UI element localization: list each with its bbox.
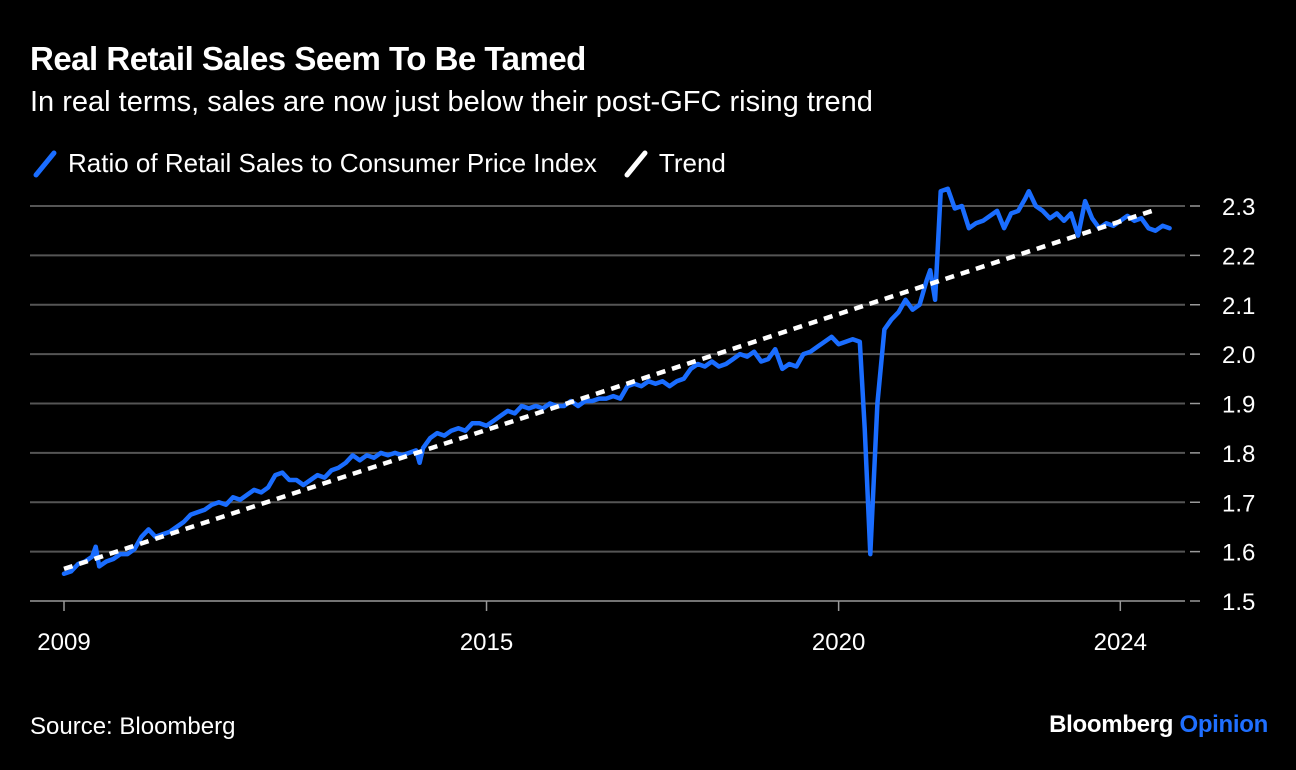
legend-item-ratio: Ratio of Retail Sales to Consumer Price … bbox=[32, 148, 597, 179]
x-tick-label-2009: 2009 bbox=[37, 629, 90, 656]
series-group bbox=[61, 186, 1172, 577]
y-tick-label-2.2: 2.2 bbox=[1222, 243, 1255, 270]
x-tick-label-2024: 2024 bbox=[1094, 629, 1147, 656]
y-tick-label-1.6: 1.6 bbox=[1222, 540, 1255, 567]
brand-name: Bloomberg bbox=[1049, 711, 1174, 738]
brand-logo: Bloomberg Opinion bbox=[1049, 711, 1268, 739]
chart-subtitle: In real terms, sales are now just below … bbox=[30, 86, 873, 118]
y-tick-label-1.5: 1.5 bbox=[1222, 589, 1255, 616]
legend-swatch-trend bbox=[624, 150, 648, 177]
series-line-trend bbox=[63, 208, 1153, 572]
brand-accent: Opinion bbox=[1179, 711, 1268, 738]
y-tick-label-2.1: 2.1 bbox=[1222, 293, 1255, 320]
y-tick-label-1.7: 1.7 bbox=[1222, 490, 1255, 517]
line-chart: 1.5 1.6 1.7 1.8 1.9 2.0 2.1 2.2 2.3 2009 2015 2020… bbox=[30, 186, 1255, 656]
x-tick-label-2020: 2020 bbox=[812, 629, 865, 656]
y-axis-ticks: 1.5 1.6 1.7 1.8 1.9 2.0 2.1 2.2 2.3 bbox=[1190, 194, 1255, 616]
x-tick-label-2015: 2015 bbox=[460, 629, 513, 656]
legend-label-ratio: Ratio of Retail Sales to Consumer Price … bbox=[68, 148, 597, 178]
y-tick-label-2.3: 2.3 bbox=[1222, 194, 1255, 221]
chart-title: Real Retail Sales Seem To Be Tamed bbox=[30, 40, 586, 77]
grid-lines bbox=[30, 205, 1185, 602]
y-tick-label-2.0: 2.0 bbox=[1222, 342, 1255, 369]
source-note: Source: Bloomberg bbox=[30, 713, 236, 740]
y-tick-label-1.9: 1.9 bbox=[1222, 392, 1255, 419]
legend-label-trend: Trend bbox=[658, 148, 726, 178]
legend-item-trend: Trend bbox=[623, 148, 726, 179]
legend: Ratio of Retail Sales to Consumer Price … bbox=[32, 148, 752, 179]
legend-swatch-ratio bbox=[33, 150, 57, 177]
x-axis-ticks: 2009 2015 2020 2024 bbox=[37, 601, 1147, 656]
y-tick-label-1.8: 1.8 bbox=[1222, 441, 1255, 468]
series-line-ratio bbox=[61, 186, 1172, 577]
